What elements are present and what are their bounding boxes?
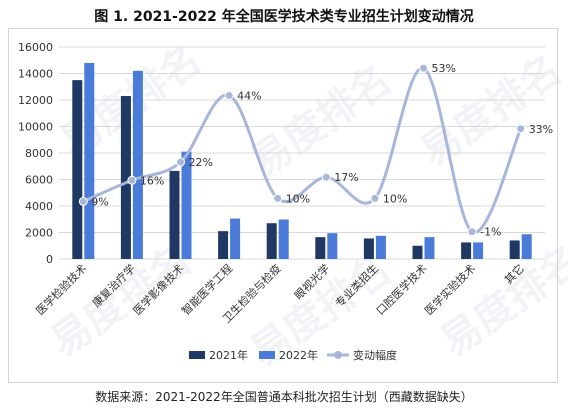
x-tick-label: 医学检验技术 (33, 261, 90, 318)
bar-2021 (72, 80, 83, 259)
legend-label: 变动幅度 (353, 348, 397, 362)
legend-swatch (189, 351, 205, 359)
bar-2022 (327, 233, 338, 259)
change-point (176, 157, 185, 167)
change-point (224, 90, 234, 100)
data-label: 10% (383, 192, 407, 205)
bar-2021 (266, 223, 277, 259)
data-label: 33% (529, 123, 553, 136)
x-tick-label: 眼视光学 (291, 261, 332, 302)
bar-2021 (218, 231, 229, 259)
data-label: 9% (91, 195, 108, 208)
x-tick-label: 其它 (501, 261, 526, 286)
bar-2022 (278, 219, 289, 259)
change-point (516, 124, 526, 134)
bar-2022 (84, 62, 95, 260)
bar-2022 (473, 242, 484, 259)
x-tick-label: 专业类招生 (332, 261, 381, 310)
data-label: 16% (140, 174, 164, 187)
legend-swatch (259, 351, 275, 359)
change-line (82, 66, 523, 234)
y-tick-label: 0 (46, 253, 53, 266)
change-point (467, 227, 477, 237)
change-point (127, 175, 137, 185)
data-label: 10% (286, 192, 310, 205)
y-tick-label: 2000 (25, 227, 53, 240)
chart-title: 图 1. 2021-2022 年全国医学技术类专业招生计划变动情况 (94, 9, 474, 25)
y-tick-label: 6000 (25, 174, 53, 187)
bar-2021 (461, 242, 472, 259)
combo-chart: 0 2000 4000 6000 8000 10000 12000 14000 16000 9% 1… (18, 41, 553, 362)
bar-2022 (521, 234, 532, 259)
bar-2021 (363, 238, 374, 259)
legend-marker (334, 351, 342, 359)
y-tick-label: 16000 (18, 41, 53, 54)
x-tick-label: 医学实验技术 (422, 261, 479, 318)
change-point (370, 193, 380, 203)
data-label: -1% (480, 226, 501, 239)
change-point (78, 196, 88, 206)
y-tick-label: 10000 (18, 121, 53, 134)
x-tick-label: 康复治疗学 (89, 261, 138, 310)
legend-label: 2021年 (209, 348, 248, 362)
data-label: 53% (432, 62, 456, 75)
y-tick-label: 4000 (25, 200, 53, 213)
bar-2022 (424, 237, 435, 259)
bar-2021 (412, 245, 423, 259)
y-tick-label: 12000 (18, 94, 53, 107)
bar-2021 (169, 170, 180, 259)
bar-2022 (181, 151, 192, 259)
y-tick-label: 8000 (25, 147, 53, 160)
x-tick-label: 医学影像技术 (130, 261, 187, 318)
y-tick-label: 14000 (18, 68, 53, 81)
bar-2022 (230, 218, 241, 259)
data-label: 22% (189, 156, 213, 169)
change-point (419, 63, 428, 73)
x-tick-label: 口腔医学技术 (373, 261, 430, 318)
change-point (321, 172, 331, 182)
bar-2022 (375, 235, 386, 259)
chart-area: 易度排名 易度排名 易度排名 易度排名 易度排名 易度排名 0 2000 4000 6… (8, 28, 568, 383)
bar-2022 (132, 70, 143, 259)
source-note: 数据来源：2021-2022年全国普通本科批次招生计划（西藏数据缺失） (95, 390, 473, 404)
change-point (273, 193, 283, 203)
bar-2021 (315, 237, 326, 259)
bar-2021 (120, 96, 131, 260)
data-label: 17% (334, 171, 358, 184)
legend-label: 2022年 (279, 348, 318, 362)
data-label: 44% (237, 89, 261, 102)
bar-2021 (509, 240, 520, 259)
